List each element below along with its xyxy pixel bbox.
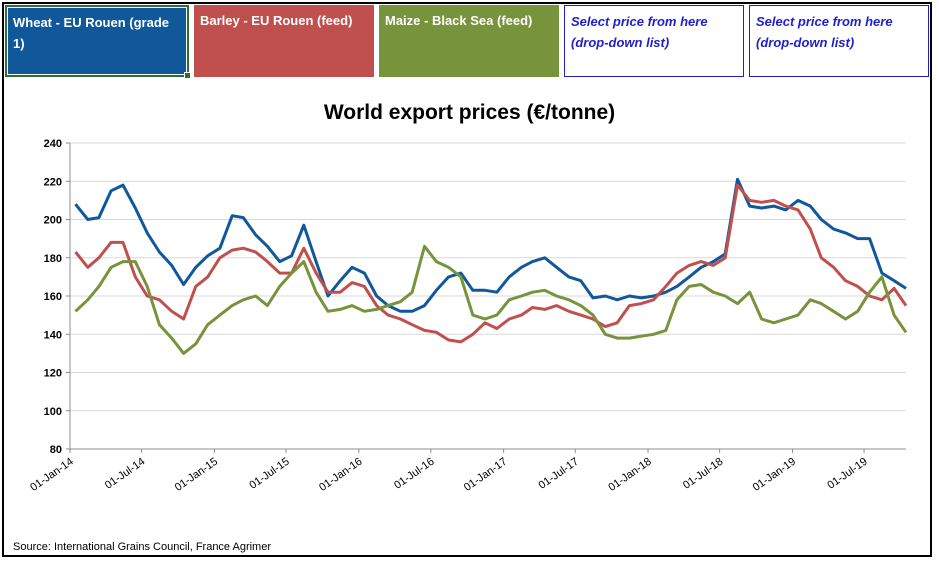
price-dropdown-1-label: Select price from here (drop-down list) <box>571 14 708 50</box>
legend-maize-label: Maize - Black Sea (feed) <box>385 13 533 28</box>
x-tick-label: 01-Jan-18 <box>606 456 653 494</box>
x-tick-label: 01-Jan-17 <box>462 456 509 494</box>
series-line-wheat <box>74 177 907 313</box>
legend-maize-cell[interactable]: Maize - Black Sea (feed) <box>379 5 559 77</box>
y-tick-label: 80 <box>50 444 62 456</box>
x-tick-label: 01-Jul-17 <box>537 456 581 492</box>
y-tick-label: 140 <box>44 329 62 341</box>
series-lines <box>74 177 908 355</box>
selection-fill-handle[interactable] <box>184 72 191 79</box>
y-tick-label: 240 <box>44 138 62 150</box>
series-line-maize <box>74 244 908 355</box>
y-tick-label: 160 <box>44 291 62 303</box>
legend-wheat-cell[interactable]: Wheat - EU Rouen (grade 1) <box>5 5 191 79</box>
legend-wheat-label: Wheat - EU Rouen (grade 1) <box>13 15 170 51</box>
y-tick-label: 120 <box>44 368 62 380</box>
gridlines <box>70 142 906 412</box>
legend-barley-label: Barley - EU Rouen (feed) <box>200 13 353 28</box>
y-tick-label: 100 <box>44 406 62 418</box>
x-tick-label: 01-Jul-19 <box>825 456 869 492</box>
x-tick-label: 01-Jan-14 <box>28 456 75 494</box>
legend-barley-cell[interactable]: Barley - EU Rouen (feed) <box>194 5 374 77</box>
price-dropdown-2[interactable]: Select price from here (drop-down list) <box>749 5 929 77</box>
x-tick-label: 01-Jan-15 <box>173 456 220 494</box>
y-tick-label: 180 <box>44 253 62 265</box>
price-dropdown-2-label: Select price from here (drop-down list) <box>756 14 893 50</box>
y-axis: 80 100 120 140 160 180 200 220 240 <box>44 138 71 456</box>
x-tick-label: 01-Jul-16 <box>392 456 436 492</box>
x-tick-label: 01-Jul-18 <box>681 456 725 492</box>
x-tick-label: 01-Jul-15 <box>247 456 291 492</box>
y-tick-label: 200 <box>44 215 62 227</box>
price-dropdown-1[interactable]: Select price from here (drop-down list) <box>564 5 744 77</box>
series-line-barley <box>74 183 908 344</box>
x-tick-label: 01-Jul-14 <box>103 456 147 492</box>
source-note: Source: International Grains Council, Fr… <box>13 541 272 553</box>
chart-title: World export prices (€/tonne) <box>323 101 616 124</box>
x-axis: 01-Jan-14 01-Jul-14 01-Jan-15 01-Jul-15 01-J… <box>28 448 906 494</box>
x-tick-label: 01-Jan-16 <box>317 456 364 494</box>
y-tick-label: 220 <box>44 176 62 188</box>
x-tick-label: 01-Jan-19 <box>751 456 798 494</box>
